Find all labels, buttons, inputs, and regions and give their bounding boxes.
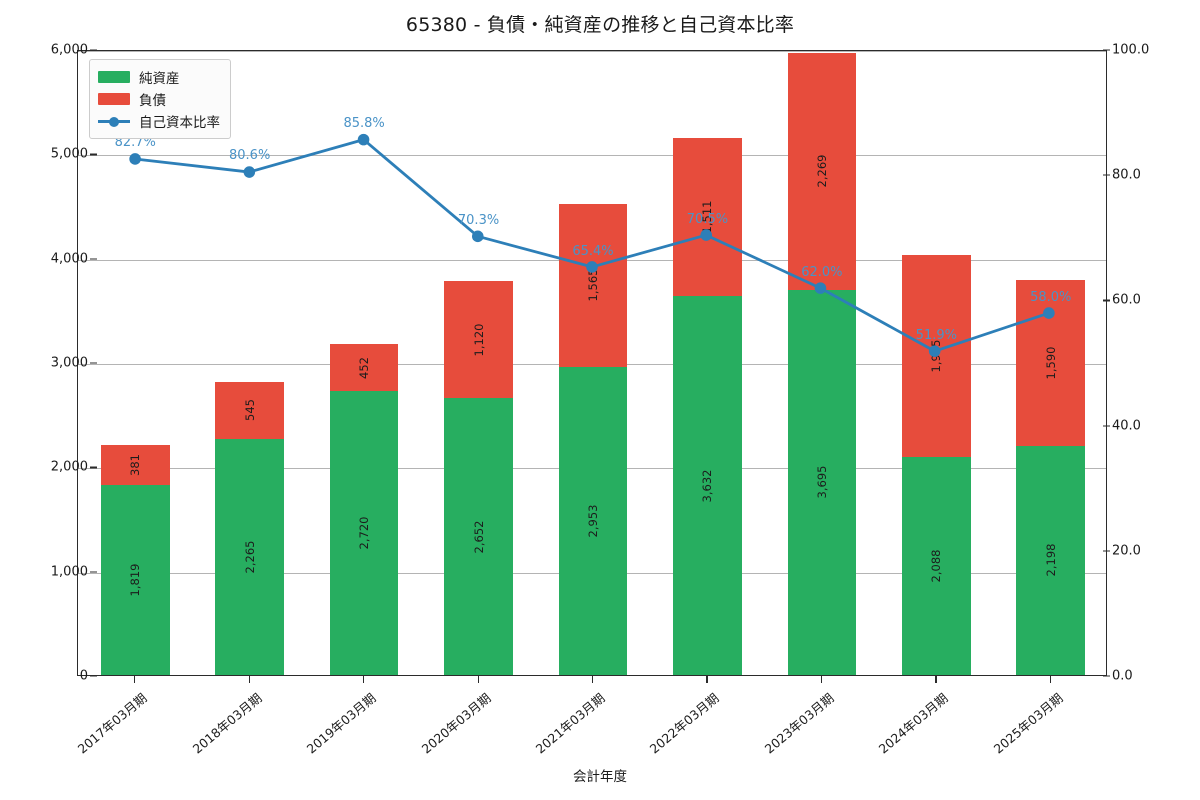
- legend-color-swatch: [98, 71, 130, 83]
- bar-segment-equity[interactable]: 3,632: [673, 296, 742, 675]
- chart-legend: 純資産負債自己資本比率: [89, 59, 231, 139]
- bar-segment-equity[interactable]: 2,652: [444, 398, 513, 675]
- y-axis-tick-left: 0: [80, 669, 97, 684]
- x-axis-tick-label: 2023年03月期: [761, 690, 837, 757]
- y-axis-tick-right: 100.0: [1103, 43, 1149, 58]
- tick-mark: [1103, 550, 1110, 552]
- bar-group[interactable]: 3,695 2,269: [787, 52, 857, 675]
- bar-segment-equity[interactable]: 2,265: [215, 438, 284, 675]
- x-axis-tick-label: 2025年03月期: [990, 690, 1066, 757]
- y-axis-tick-right: 80.0: [1103, 168, 1141, 183]
- x-axis-tick-mark: [592, 676, 594, 683]
- tick-mark: [1103, 299, 1110, 302]
- x-axis-tick-label: 2020年03月期: [418, 690, 494, 757]
- ratio-value-label: 65.4%: [572, 243, 614, 259]
- bar-segment-liability[interactable]: 545: [215, 381, 284, 439]
- x-axis-tick-label: 2022年03月期: [647, 690, 723, 757]
- x-axis-tick-mark: [820, 676, 823, 683]
- ratio-value-label: 51.9%: [915, 328, 957, 344]
- plot-area: 1,819 381 2,265 545 2,720 452 2,652 1,120 2,953 1…: [77, 50, 1107, 676]
- y-axis-tick-right: 60.0: [1103, 293, 1141, 308]
- x-axis-tick-mark: [134, 676, 136, 683]
- ratio-value-label: 80.6%: [229, 148, 271, 164]
- bar-segment-liability[interactable]: 381: [100, 445, 170, 486]
- y-axis-tick-left: 6,000: [51, 43, 97, 58]
- x-axis-tick-label: 2018年03月期: [189, 690, 265, 757]
- chart-title: 65380 - 負債・純資産の推移と自己資本比率: [405, 14, 795, 36]
- y-axis-tick-left: 5,000: [51, 147, 97, 162]
- bar-segment-equity[interactable]: 2,088: [902, 457, 971, 675]
- bar-group[interactable]: 1,819 381: [100, 445, 170, 675]
- legend-line-marker-icon: [98, 115, 130, 127]
- grid-line: [78, 51, 1106, 52]
- tick-mark: [90, 466, 97, 469]
- tick-mark: [90, 362, 97, 364]
- x-axis-tick-label: 2021年03月期: [532, 690, 608, 757]
- tick-mark: [1103, 675, 1110, 677]
- tick-mark: [90, 675, 97, 677]
- bar-segment-equity[interactable]: 2,953: [558, 366, 628, 675]
- legend-item[interactable]: 自己資本比率: [98, 110, 220, 132]
- ratio-value-label: 62.0%: [801, 264, 843, 280]
- bar-segment-equity[interactable]: 2,720: [329, 391, 399, 675]
- ratio-value-label: 82.7%: [114, 135, 156, 151]
- x-axis-tick-mark: [477, 676, 479, 683]
- y-axis-tick-left: 2,000: [51, 460, 97, 475]
- y-axis-tick-left: 4,000: [51, 251, 97, 266]
- tick-mark: [90, 258, 97, 260]
- tick-mark: [90, 153, 97, 156]
- tick-mark: [1103, 425, 1110, 427]
- y-axis-tick-left: 3,000: [51, 356, 97, 371]
- legend-color-swatch: [98, 93, 130, 105]
- x-axis-tick-label: 2024年03月期: [875, 690, 951, 757]
- y-axis-tick-right: 0.0: [1103, 669, 1133, 684]
- tick-mark: [90, 49, 97, 51]
- x-axis-tick-mark: [935, 676, 937, 683]
- bar-segment-equity[interactable]: 3,695: [787, 289, 857, 675]
- legend-label: 純資産: [139, 71, 180, 87]
- y-axis-tick-right: 40.0: [1103, 418, 1141, 433]
- ratio-value-label: 58.0%: [1030, 289, 1072, 305]
- x-axis-tick-mark: [706, 676, 708, 683]
- legend-label: 自己資本比率: [139, 115, 220, 131]
- tick-mark: [1103, 174, 1110, 176]
- x-axis-tick-mark: [248, 676, 250, 683]
- x-axis-tick-mark: [1049, 676, 1051, 683]
- x-axis-tick-label: 2019年03月期: [303, 690, 379, 757]
- ratio-label-layer: 82.7% 80.6% 85.8% 70.3% 65.4% 70.5% 62.0% 51.9%…: [78, 51, 1106, 675]
- tick-mark: [1103, 49, 1110, 51]
- bar-group[interactable]: 2,088 1,935: [902, 255, 971, 675]
- ratio-value-label: 70.3%: [457, 212, 500, 228]
- x-axis-tick-mark: [363, 676, 365, 683]
- bar-group[interactable]: 2,265 545: [215, 381, 284, 675]
- bar-segment-equity[interactable]: 1,819: [100, 485, 170, 675]
- y-axis-tick-left: 1,000: [51, 564, 97, 579]
- ratio-value-label: 70.5%: [686, 211, 729, 227]
- x-axis-label: 会計年度: [573, 769, 627, 785]
- tick-mark: [90, 571, 97, 573]
- legend-label: 負債: [139, 93, 166, 109]
- bar-segment-equity[interactable]: 2,198: [1016, 445, 1086, 675]
- y-axis-tick-right: 20.0: [1103, 543, 1141, 558]
- ratio-value-label: 85.8%: [343, 115, 385, 131]
- legend-item[interactable]: 純資産: [98, 66, 220, 88]
- x-axis-tick-label: 2017年03月期: [74, 690, 150, 757]
- legend-item[interactable]: 負債: [98, 88, 220, 110]
